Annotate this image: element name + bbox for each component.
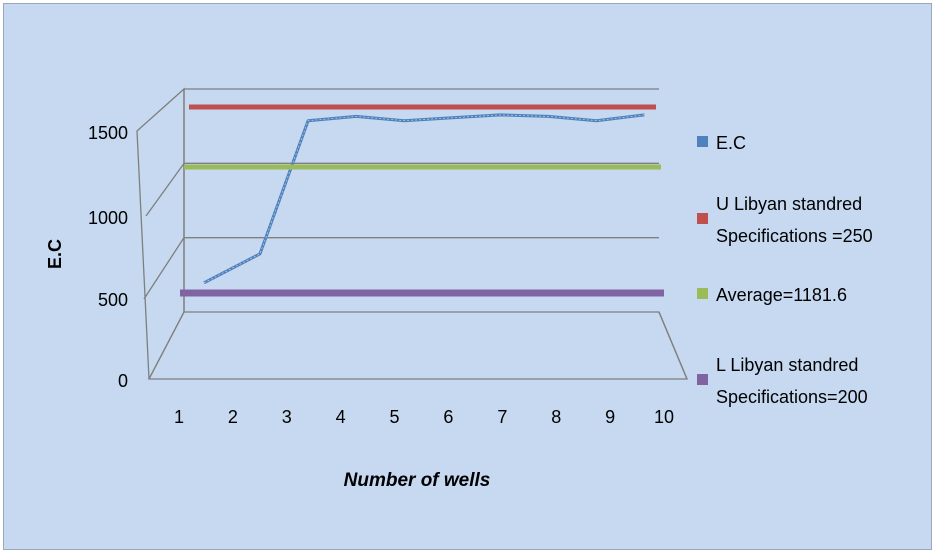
chart-area: 0 500 1000 1500 1 2 3 4 5 6 7 8 9 10 E.C Number of w…	[3, 3, 932, 550]
legend-entry: L Libyan standred Specifications=200	[716, 355, 868, 407]
y-tick-label: 500	[98, 290, 128, 310]
y-tick-label: 1500	[88, 123, 128, 143]
series-line-0	[203, 113, 645, 285]
legend-swatch	[697, 136, 708, 147]
x-tick-label: 10	[654, 407, 674, 427]
x-tick-label: 5	[390, 407, 400, 427]
floor-edge	[658, 311, 688, 380]
y-tick-labels: 0 500 1000 1500	[88, 123, 128, 391]
x-tick-label: 7	[497, 407, 507, 427]
x-tick-label: 6	[443, 407, 453, 427]
chart-svg: 0 500 1000 1500 1 2 3 4 5 6 7 8 9 10 E.C Number of w…	[45, 87, 873, 491]
legend-swatch	[697, 288, 708, 299]
x-tick-label: 9	[605, 407, 615, 427]
x-tick-label: 1	[174, 407, 184, 427]
x-tick-label: 8	[551, 407, 561, 427]
side-wall	[136, 87, 185, 380]
y-axis-label: E.C	[45, 239, 65, 269]
y-tick-label: 1000	[88, 208, 128, 228]
x-tick-label: 2	[228, 407, 238, 427]
x-tick-label: 3	[282, 407, 292, 427]
legend-entry: Average=1181.6	[716, 285, 847, 305]
floor-plane	[147, 311, 688, 380]
legend-entry: E.C	[716, 133, 746, 153]
x-tick-label: 4	[336, 407, 346, 427]
series-line-highlight	[203, 114, 645, 284]
grid-layer	[136, 87, 688, 380]
x-axis-label: Number of wells	[344, 470, 491, 491]
series-layer	[180, 104, 664, 297]
legend: E.C U Libyan standred Specifications =250 A…	[697, 133, 873, 407]
legend-entry: U Libyan standred Specifications =250	[716, 194, 873, 246]
legend-swatch	[697, 213, 708, 224]
x-tick-labels: 1 2 3 4 5 6 7 8 9 10	[174, 407, 674, 427]
y-tick-label: 0	[118, 371, 128, 391]
legend-swatch	[697, 374, 708, 385]
